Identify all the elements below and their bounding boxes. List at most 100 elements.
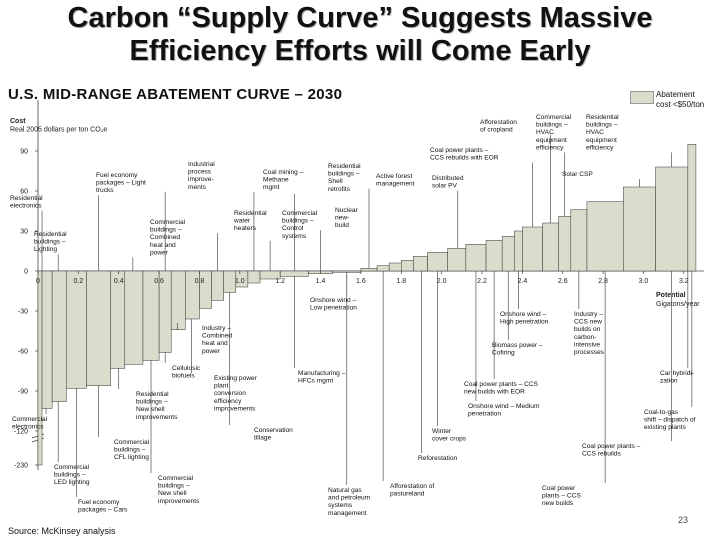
annotation-line: Coal mining –	[263, 169, 304, 176]
annotation-line: CCS new	[574, 319, 602, 326]
annotation-line: Industrial	[188, 161, 215, 168]
annotation-line: LED lighting	[54, 479, 90, 486]
legend-swatch	[630, 91, 654, 104]
x-tick-label: 0.4	[114, 278, 124, 285]
annotation-line: improvements	[136, 414, 178, 421]
annotation-label: Residential buildings – New shell improveme…	[136, 391, 178, 421]
annotation-line: equipment	[536, 137, 567, 144]
annotation-line: Commercial	[158, 475, 194, 482]
annotation-line: improvements	[158, 498, 200, 505]
annotation-label: Coal power plants – CCS rebuilds with EOR	[430, 147, 499, 162]
x-tick-label: 1.8	[396, 278, 406, 285]
annotation-label: Commercial buildings – CFL lighting	[114, 439, 150, 461]
annotation-line: water	[233, 218, 251, 225]
annotation-line: systems	[328, 502, 353, 509]
annotation-line: Car hybridi-	[660, 370, 694, 377]
annotation-line: cover crops	[432, 436, 467, 443]
title-line-2: Efficiency Efforts will Come Early	[129, 35, 591, 67]
annotation-line: Onshore wind –	[310, 297, 357, 304]
annotation-line: existing plants	[644, 424, 686, 431]
bar	[465, 244, 487, 272]
annotation-line: heaters	[234, 225, 257, 232]
bar	[586, 201, 624, 272]
legend-line-1: Abatement	[656, 90, 695, 99]
annotation-line: zation	[660, 378, 678, 385]
annotation-line: buildings –	[34, 239, 66, 246]
annotation-line: mgmt	[263, 184, 280, 191]
x-tick-label: 0.6	[154, 278, 164, 285]
annotation-line: Commercial	[114, 439, 150, 446]
bar	[170, 270, 186, 330]
x-tick-label: 2.6	[558, 278, 568, 285]
bar	[687, 144, 697, 272]
annotation-line: Coal power plants –	[430, 147, 489, 154]
y-tick-label: -120	[14, 429, 28, 436]
annotation-line: penetration	[468, 411, 501, 418]
annotation-label: Nuclear new-build	[335, 207, 359, 229]
annotation-line: efficiency	[214, 398, 242, 405]
annotation-label: Onshore wind – High penetration	[500, 311, 549, 326]
annotation-label: Residential water heaters	[233, 210, 267, 232]
bar	[37, 270, 43, 466]
annotation-line: Manufacturing –	[298, 370, 346, 377]
annotation-line: CCS rebuilds	[582, 451, 622, 458]
annotation-label: Reforestation	[418, 455, 458, 462]
annotation-label: Manufacturing – HFCs mgmt	[298, 370, 346, 385]
legend-label: Abatement cost <$50/ton	[656, 90, 720, 110]
annotation-label: Commercial buildings – LED lighting	[54, 464, 90, 486]
annotation-label: Onshore wind – Low penetration	[310, 297, 357, 312]
bar	[199, 270, 212, 309]
annotation-line: CCS rebuilds with EOR	[430, 155, 499, 162]
annotation-line: buildings –	[114, 447, 146, 454]
annotation-line: Onshore wind – Medium	[468, 403, 540, 410]
bar	[247, 270, 261, 284]
annotation-line: Coal power plants – CCS	[464, 381, 539, 388]
annotation-line: plant	[214, 383, 228, 390]
annotation-line: Residential	[328, 163, 361, 170]
annotation-line: equipment	[586, 137, 617, 144]
annotation-line: Shell	[328, 178, 343, 185]
x-tick-label: 0.2	[73, 278, 83, 285]
x-tick-label: 2.4	[517, 278, 527, 285]
annotation-line: improve-	[188, 176, 214, 183]
y-tick-label: -30	[18, 309, 28, 316]
annotation-line: solar PV	[432, 183, 458, 190]
annotation-line: HVAC	[536, 129, 554, 136]
bar	[623, 186, 656, 272]
annotation-line: packages – Cars	[78, 507, 128, 514]
annotation-line: intensive	[574, 341, 600, 348]
x-tick-label: 1.2	[275, 278, 285, 285]
annotation-label: Coal power plants – CCS new builds with E…	[464, 381, 539, 396]
annotation-line: Coal-to-gas	[644, 409, 679, 416]
annotation-line: Solar CSP	[562, 171, 593, 178]
x-tick-label: 0.8	[195, 278, 205, 285]
bar	[360, 268, 378, 272]
annotation-line: Coal power plants –	[582, 443, 641, 450]
annotation-line: biofuels	[172, 373, 195, 380]
annotation-line: and petroleum	[328, 495, 371, 502]
annotation-label: Biomass power – Cofiring	[492, 342, 543, 357]
annotation-label: Winter cover crops	[432, 428, 467, 443]
annotation-line: new builds	[542, 500, 574, 507]
x-tick-label: 2.8	[598, 278, 608, 285]
annotation-label: Coal power plants – CCS rebuilds	[582, 443, 641, 458]
annotation-line: Afforestation	[480, 119, 517, 126]
annotation-line: CFL lighting	[114, 454, 149, 461]
annotation-label: Residential buildings – Lighting	[34, 231, 67, 253]
annotation-label: Residential electronics	[10, 195, 43, 210]
annotation-line: retrofits	[328, 186, 351, 193]
x-tick-label: 2.2	[477, 278, 487, 285]
annotation-line: electronics	[10, 203, 42, 210]
annotation-line: Nuclear	[335, 207, 359, 214]
annotation-line: conversion	[214, 390, 246, 397]
annotation-label: Coal mining – Methane mgmt	[263, 169, 304, 191]
annotation-label: Onshore wind – Medium penetration	[468, 403, 540, 418]
annotation-label: Commercial buildings – New shell improvemen…	[158, 475, 200, 505]
annotation-line: pastureland	[390, 491, 425, 498]
annotation-line: buildings –	[536, 122, 568, 129]
annotation-line: Lighting	[34, 246, 57, 253]
y-tick-label: -230	[14, 463, 28, 470]
annotation-line: New shell	[136, 406, 165, 413]
annotation-line: Commercial	[12, 416, 48, 423]
bar	[655, 166, 689, 272]
